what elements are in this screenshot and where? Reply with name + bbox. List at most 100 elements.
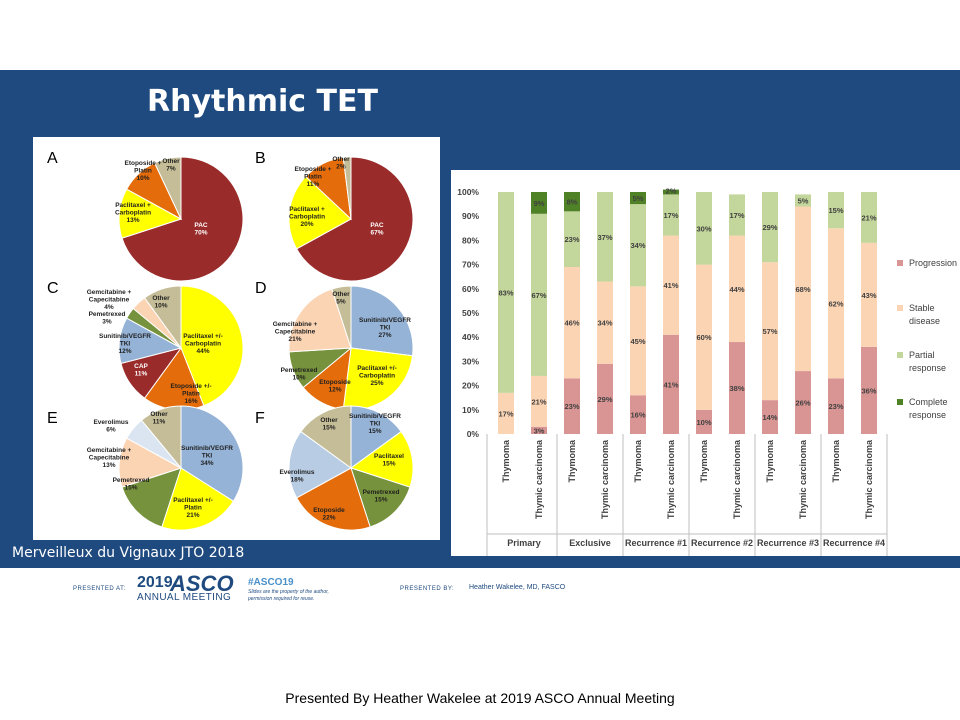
bar-data-label: 26% [795,399,810,408]
presented-by-label: PRESENTED BY: [400,586,455,592]
bar-data-label: 16% [630,411,645,420]
bar-segment-complete-response [630,192,646,205]
bar-data-label: 68% [795,285,810,294]
pie-slice-label: Etoposide + Platin 11% [294,166,331,188]
bar-data-label: 34% [630,241,645,250]
bar-data-label: 23% [564,235,579,244]
bar-segment-progression [828,378,844,434]
pie-slice-label: Paclitaxel +/-Carboplatin 25% [357,365,397,387]
bar-segment-partial-response [762,192,778,263]
pie-slice-label: Other 11% [150,411,168,426]
bar-segment-progression [729,342,745,434]
x-category-label: Thymic carcinoma [534,439,544,519]
pie-panel-letter: E [47,410,58,427]
bar-segment-progression [696,409,712,434]
bar-data-label: 14% [762,413,777,422]
pie-slice-other [143,285,182,350]
y-tick-label: 50% [462,308,479,318]
bar-data-label: 41% [663,281,678,290]
pie-slice-label: Everolimus 18% [279,469,314,484]
legend-entry-progression: Progression [909,258,957,268]
bar-segment-stable-disease [663,235,679,335]
bar-segment-partial-response [663,194,679,236]
bar-data-label: 44% [729,285,744,294]
pie-charts-svg: A PAC 70% Paclitaxel + Carboplatin 13% Etoposi… [47,150,414,531]
bar-data-label: 29% [597,395,612,404]
legend-swatch-partial-response [897,352,903,358]
pie-slice-label: Etoposide + Platin 10% [124,160,161,182]
pie-panel-letter: A [47,150,58,167]
bar-segment-partial-response [564,211,580,268]
bar-segment-partial-response [696,192,712,265]
pie-slice-label: Sunitinib/VEGFR TKI 12% [99,333,151,355]
x-category-label: Thymoma [765,439,775,483]
pie-charts-panel: A PAC 70% Paclitaxel + Carboplatin 13% Etoposi… [33,137,440,540]
bar-data-label: 34% [597,319,612,328]
bar-data-label: 46% [564,319,579,328]
pie-slice-label: Gemcitabine + Capecitabine 13% [87,447,132,469]
bar-segment-stable-disease [498,392,514,434]
x-category-label: Thymoma [501,439,511,483]
pie-slice-pac [295,156,414,282]
pie-slice-everolimus [288,430,352,499]
pie-slice-sunitinib-vegfr-tki [350,405,402,469]
bar-data-label: 2% [666,186,677,195]
bar-data-label: 17% [498,409,513,418]
pie-chart-d: D Sunitinib/VEGFR TKI 27% Paclitaxel +/-Carb… [255,280,414,411]
bar-data-label: 5% [798,196,809,205]
pie-slice-paclitaxel-carboplatin [288,175,352,250]
bar-segment-progression [762,400,778,434]
x-groups: Primary Exclusive Recurrence #1 Recurrence … [486,434,888,556]
pie-slice-other [153,156,182,220]
bar-segment-stable-disease [597,281,613,364]
rights-notice-line1: Slides are the property of the author, [248,589,329,595]
y-tick-label: 40% [462,332,479,342]
bar-segment-stable-disease [531,375,547,427]
pie-slice-label: Paclitaxel +/-Carboplatin 44% [183,333,223,355]
x-group-label: Recurrence #3 [757,538,819,548]
bar-data-label: 57% [762,327,777,336]
pie-slice-label: Other 5% [332,291,350,306]
pie-slice-other [140,405,182,470]
pie-slice-label: CAP 11% [134,363,148,378]
y-tick-label: 80% [462,235,479,245]
pie-panel-letter: F [255,410,265,427]
x-category-label: Thymic carcinoma [732,439,742,519]
pie-chart-a: A PAC 70% Paclitaxel + Carboplatin 13% Etoposi… [47,150,244,282]
bar-segment-partial-response [597,192,613,282]
y-tick-label: 30% [462,356,479,366]
pie-slice-label: Pemetrexed 15% [363,489,400,504]
pie-slice-label: Gemcitabine + Capecitabine 4% [87,289,132,311]
bar-segment-partial-response [630,204,646,287]
x-group-label: Primary [507,538,541,548]
presenter-name: Heather Wakelee, MD, FASCO [469,584,566,591]
y-tick-label: 10% [462,405,479,415]
bar-data-label: 38% [729,384,744,393]
bar-segment-partial-response [795,194,811,207]
hashtag: #ASCO19 [248,577,294,588]
pie-slice-label: Etoposide +/-Platin 16% [171,383,212,405]
bar-data-label: 43% [861,291,876,300]
response-bar-chart-panel: 0% 10% 20% 30% 40% 50% 60% 70% 80% 90% 100%0% 17% 83… [451,170,960,556]
pie-slice-paclitaxel-platin [161,467,235,531]
pie-chart-f: F Sunitinib/VEGFR TKI 15% Paclitaxel 15% Pemet… [255,405,414,531]
asco-logo-subtitle: ANNUAL MEETING [137,592,232,603]
x-category-label: Thymic carcinoma [864,439,874,519]
pie-panel-letter: D [255,280,267,297]
bar-segment-stable-disease [762,262,778,401]
pie-slice-other [300,405,352,469]
pie-slice-label: Pemetrexed 10% [281,367,318,382]
pie-slice-label: Other 7% [162,158,180,173]
bottom-caption: Presented By Heather Wakelee at 2019 ASC… [285,690,675,706]
x-category-label: Thymoma [567,439,577,483]
pie-chart-c: C Paclitaxel +/-Carboplatin 44% Etoposide +… [47,280,244,411]
pie-panel-letter: C [47,280,59,297]
legend-entry-partial-response: Partial response [909,350,946,373]
bar-segment-progression [663,334,679,434]
bar-segment-progression [795,371,811,434]
bar-segment-progression [597,363,613,434]
pie-slice-label: Pemetrexed 15% [113,477,150,492]
pie-slice-label: PAC 70% [194,222,208,237]
slide-title: Rhythmic TET [147,84,378,119]
x-group-label: Recurrence #1 [625,538,687,548]
